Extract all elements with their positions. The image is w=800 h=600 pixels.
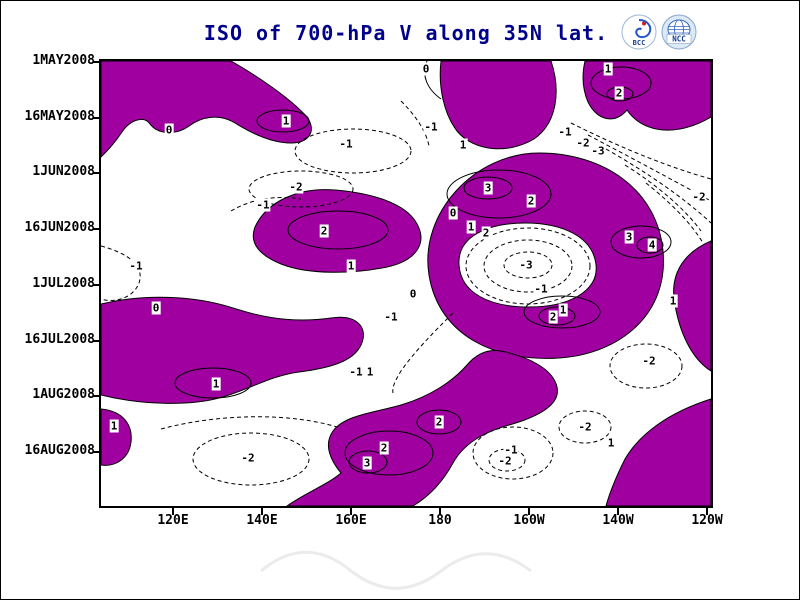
- contour-field: [101, 61, 711, 506]
- y-tick-mark: [93, 339, 100, 342]
- contour-label: 1: [346, 259, 356, 273]
- x-tick-label: 160W: [513, 513, 545, 528]
- y-tick-mark: [93, 116, 100, 119]
- contour-label: 4: [647, 238, 657, 252]
- y-tick-label: 16JUN2008: [24, 220, 95, 236]
- x-tick-mark: [439, 508, 441, 515]
- contour-label: 2: [526, 194, 536, 208]
- contour-label: -2: [691, 190, 707, 204]
- x-tick-label: 160E: [335, 513, 367, 528]
- y-tick-mark: [93, 395, 100, 398]
- contour-label: -2: [288, 180, 304, 194]
- contour-label: 1: [603, 62, 613, 76]
- contour-label: -1: [348, 365, 364, 379]
- contour-label: 1: [558, 303, 568, 317]
- y-tick-mark: [93, 172, 100, 175]
- contour-label: -1: [383, 310, 399, 324]
- x-tick-label: 180: [428, 513, 452, 528]
- y-tick-label: 1JUN2008: [32, 164, 95, 180]
- x-tick-label: 140W: [602, 513, 634, 528]
- contour-label: 1: [606, 436, 616, 450]
- contour-label: 3: [362, 456, 372, 470]
- contour-label: -1: [503, 443, 519, 457]
- y-tick-label: 1AUG2008: [32, 387, 95, 403]
- contour-label: -1: [255, 198, 271, 212]
- x-tick-label: 140E: [246, 513, 278, 528]
- y-tick-mark: [93, 283, 100, 286]
- y-tick-label: 16JUL2008: [24, 331, 95, 347]
- contour-label: 2: [548, 310, 558, 324]
- contour-label: 0: [448, 206, 458, 220]
- contour-label: 3: [483, 181, 493, 195]
- contour-label: -2: [575, 136, 591, 150]
- contour-label: 1: [211, 377, 221, 391]
- bcc-logo: BCC: [621, 14, 657, 50]
- contour-label: -1: [128, 259, 144, 273]
- x-tick-label: 120W: [691, 513, 723, 528]
- contour-label: -1: [557, 125, 573, 139]
- x-tick-label: 120E: [157, 513, 189, 528]
- y-tick-mark: [93, 228, 100, 231]
- bcc-swirl-icon: [635, 19, 652, 39]
- plot-area: 0 1 2 0 1 -1 -1 1 -1 -2 -3 -2 3 2 -2 -1 0 1 2 2 3 4 -1 1 -3 0 -1 1 2…: [99, 59, 713, 508]
- contour-label: 1: [109, 419, 119, 433]
- contour-label: -3: [518, 258, 534, 272]
- x-tick-mark: [528, 508, 530, 515]
- ncc-logo-label: NCC: [672, 35, 686, 44]
- contour-label: -3: [590, 144, 606, 158]
- watermark-wave: [260, 550, 532, 590]
- x-tick-mark: [350, 508, 352, 515]
- y-tick-label: 1MAY2008: [32, 53, 95, 68]
- ncc-logo: NCC: [661, 14, 697, 50]
- contour-label: 1: [668, 294, 678, 308]
- y-tick-label: 1JUL2008: [32, 275, 95, 291]
- contour-label: 1: [466, 220, 476, 234]
- y-tick-mark: [93, 61, 100, 63]
- contour-label: -2: [240, 451, 256, 465]
- bcc-red-dot-icon: [642, 21, 646, 26]
- contour-label: -2: [577, 420, 593, 434]
- contour-label: 2: [614, 86, 624, 100]
- contour-label: -1: [338, 137, 354, 151]
- contour-label: 0: [151, 301, 161, 315]
- contour-label: 0: [408, 287, 418, 301]
- logo-group: BCC NCC: [621, 14, 697, 50]
- y-tick-label: 16AUG2008: [24, 442, 95, 458]
- y-tick-label: 16MAY2008: [24, 108, 95, 124]
- x-tick-mark: [172, 508, 174, 515]
- contour-label: 0: [164, 123, 174, 137]
- x-tick-mark: [617, 508, 619, 515]
- contour-label: 0: [421, 62, 431, 76]
- contour-label: 2: [379, 441, 389, 455]
- bcc-logo-label: BCC: [633, 39, 646, 47]
- contour-label: 3: [624, 230, 634, 244]
- x-tick-mark: [706, 508, 708, 515]
- contour-label: 2: [319, 224, 329, 238]
- x-tick-mark: [261, 508, 263, 515]
- contour-label: 2: [434, 415, 444, 429]
- contour-label: 1: [458, 138, 468, 152]
- y-tick-mark: [93, 450, 100, 453]
- contour-label: -2: [497, 454, 513, 468]
- contour-label: 1: [281, 114, 291, 128]
- contour-label: 1: [365, 365, 375, 379]
- contour-label: -2: [641, 354, 657, 368]
- contour-label: -1: [423, 120, 439, 134]
- contour-label: 2: [481, 226, 491, 240]
- chart-title: ISO of 700-hPa V along 35N lat.: [203, 21, 609, 45]
- contour-label: -1: [533, 282, 549, 296]
